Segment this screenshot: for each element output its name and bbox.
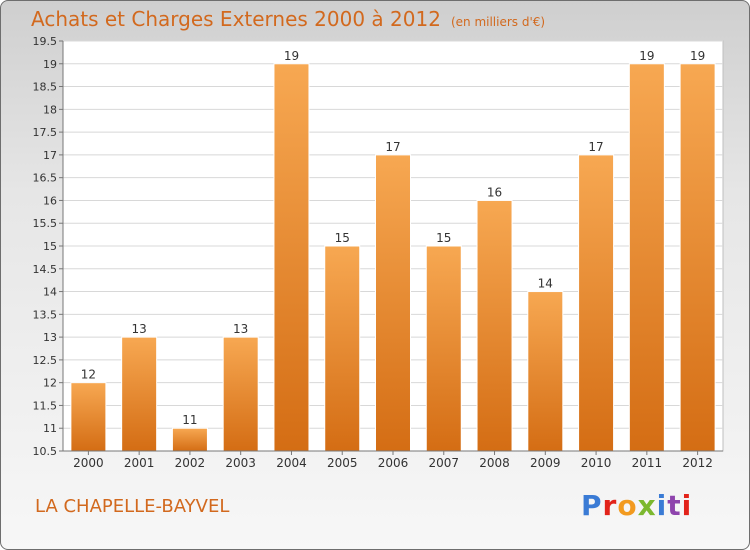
- x-tick-label: 2007: [428, 456, 459, 470]
- x-tick-label: 2004: [276, 456, 307, 470]
- y-tick-label: 17: [43, 149, 57, 162]
- chart-title: Achats et Charges Externes 2000 à 2012 (e…: [31, 7, 545, 31]
- y-tick-label: 12: [43, 377, 57, 390]
- y-tick-label: 16: [43, 194, 57, 207]
- logo-letter: x: [637, 489, 657, 522]
- bar-value-label: 17: [385, 140, 400, 154]
- x-tick-label: 2012: [682, 456, 713, 470]
- bar-value-label: 13: [132, 322, 147, 336]
- y-tick-label: 13.5: [33, 308, 58, 321]
- bar-value-label: 17: [588, 140, 603, 154]
- bar: [171, 427, 208, 452]
- x-tick-label: 2000: [73, 456, 104, 470]
- logo-letter: i: [681, 489, 693, 522]
- x-tick-label: 2010: [581, 456, 612, 470]
- bar: [578, 154, 615, 452]
- x-tick-label: 2009: [530, 456, 561, 470]
- y-tick-label: 15: [43, 240, 57, 253]
- bar: [375, 154, 411, 452]
- y-tick-label: 12.5: [33, 354, 58, 367]
- title-unit: (en milliers d'€): [450, 15, 546, 29]
- commune-name: LA CHAPELLE-BAYVEL: [35, 496, 230, 517]
- y-tick-label: 11.5: [33, 399, 58, 412]
- bar: [679, 63, 716, 452]
- y-tick-label: 18: [43, 103, 57, 116]
- y-tick-label: 14: [43, 286, 57, 299]
- y-tick-label: 15.5: [33, 217, 58, 230]
- bar: [121, 336, 158, 452]
- x-tick-label: 2002: [175, 456, 206, 470]
- y-tick-label: 16.5: [33, 172, 58, 185]
- y-tick-label: 11: [43, 422, 57, 435]
- x-tick-label: 2011: [632, 456, 663, 470]
- y-tick-label: 10.5: [33, 445, 58, 458]
- bar-value-label: 14: [538, 277, 553, 291]
- y-tick-label: 19: [43, 58, 57, 71]
- title-text: Achats et Charges Externes 2000 à 2012: [31, 7, 441, 31]
- y-tick-label: 18.5: [33, 81, 58, 94]
- logo-letter: r: [602, 489, 618, 522]
- logo-letter: o: [617, 489, 638, 522]
- bar: [324, 245, 361, 452]
- bar: [527, 291, 564, 452]
- x-tick-label: 2008: [479, 456, 510, 470]
- bar: [628, 63, 665, 452]
- x-tick-label: 2001: [124, 456, 155, 470]
- x-tick-label: 2005: [327, 456, 358, 470]
- bar-value-label: 15: [335, 231, 350, 245]
- x-tick-label: 2003: [225, 456, 256, 470]
- bar: [425, 245, 462, 452]
- bar-value-label: 12: [81, 368, 96, 382]
- logo-letter: i: [656, 489, 668, 522]
- proxiti-logo: Proxiti: [581, 489, 692, 522]
- bar-value-label: 15: [436, 231, 451, 245]
- logo-letter: t: [667, 489, 682, 522]
- logo-letter: P: [581, 489, 603, 522]
- bar: [70, 382, 107, 452]
- y-tick-label: 19.5: [33, 35, 58, 48]
- y-tick-label: 17.5: [33, 126, 58, 139]
- y-tick-label: 13: [43, 331, 57, 344]
- bar-value-label: 13: [233, 322, 248, 336]
- y-tick-label: 14.5: [33, 263, 58, 276]
- bar-value-label: 19: [639, 49, 654, 63]
- bar: [222, 336, 259, 452]
- bar-value-label: 19: [690, 49, 705, 63]
- bar: [273, 63, 310, 452]
- bar-value-label: 19: [284, 49, 299, 63]
- x-tick-label: 2006: [378, 456, 409, 470]
- bar-value-label: 16: [487, 185, 502, 199]
- bar-value-label: 11: [182, 413, 197, 427]
- bar: [476, 199, 513, 452]
